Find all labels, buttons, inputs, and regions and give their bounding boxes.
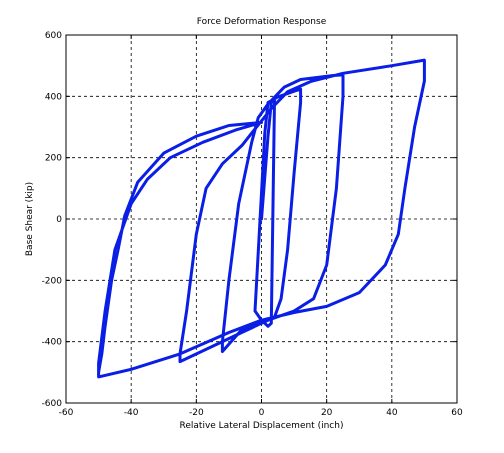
y-tick-label: 600 xyxy=(45,31,62,41)
y-tick-label: 400 xyxy=(45,92,62,102)
y-tick-label: -200 xyxy=(42,276,63,286)
y-tick-label: -600 xyxy=(42,399,63,409)
grid xyxy=(66,35,457,403)
axis-ticks xyxy=(65,34,458,404)
y-tick-label: 200 xyxy=(45,154,62,164)
x-tick-label: 60 xyxy=(451,408,463,418)
y-axis-title: Base Shear (kip) xyxy=(25,182,35,256)
x-tick-label: -20 xyxy=(189,408,204,418)
hysteresis-curve-line xyxy=(97,58,426,379)
y-tick-label: -400 xyxy=(42,338,63,348)
y-axis-tick-labels: -600 -400 -200 0 200 400 600 xyxy=(42,31,63,409)
x-axis-title: Relative Lateral Displacement (inch) xyxy=(180,421,344,431)
x-tick-label: 20 xyxy=(321,408,333,418)
x-tick-label: 40 xyxy=(386,408,398,418)
chart-title: Force Deformation Response xyxy=(197,17,327,27)
x-axis-tick-labels: -60 -40 -20 0 20 40 60 xyxy=(59,408,463,418)
x-tick-label: 0 xyxy=(259,408,265,418)
series-layer xyxy=(97,58,426,379)
x-tick-label: -40 xyxy=(124,408,139,418)
y-tick-label: 0 xyxy=(56,215,62,225)
x-tick-label: -60 xyxy=(59,408,74,418)
